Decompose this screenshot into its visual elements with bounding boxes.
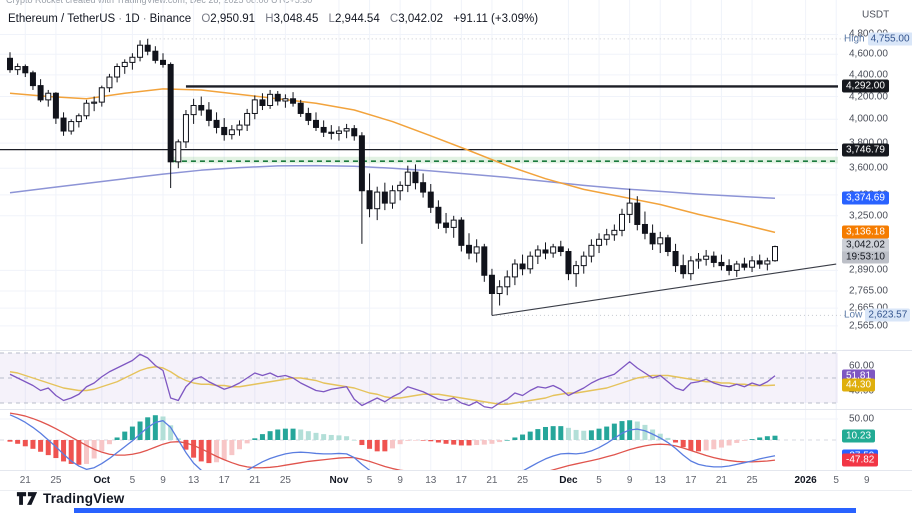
- time-tick: 9: [397, 475, 403, 486]
- tradingview-logo[interactable]: TradingView: [16, 491, 124, 506]
- price-tick: 4,600.00: [849, 48, 888, 60]
- time-tick: 25: [50, 475, 62, 486]
- panel-separator: [0, 409, 912, 410]
- close-value: 3,042.02: [398, 13, 443, 25]
- high-value: 3,048.45: [273, 13, 319, 25]
- tradingview-logo-icon: [16, 492, 38, 505]
- price-tick: 3,600.00: [849, 162, 888, 174]
- time-tick: 5: [129, 475, 136, 486]
- panel-separator: [0, 350, 912, 351]
- price-tick: 4,400.00: [849, 69, 888, 81]
- time-tick: 21: [486, 475, 498, 486]
- tradingview-logo-text: TradingView: [43, 491, 125, 506]
- time-tick: 9: [626, 475, 633, 486]
- price-tick: 2,890.00: [849, 264, 888, 276]
- low-value: 2,944.54: [334, 13, 380, 25]
- time-tick: Nov: [329, 475, 349, 486]
- time-tick: 5: [366, 475, 373, 486]
- time-tick: 25: [279, 475, 291, 486]
- macd-tick: 50.00: [849, 413, 875, 425]
- time-tick: 17: [455, 475, 467, 486]
- time-tick: 9: [160, 475, 166, 486]
- close-letter: C: [389, 13, 399, 25]
- time-tick: 21: [715, 475, 727, 486]
- low-letter: L: [328, 13, 335, 25]
- time-tick: 9: [864, 475, 870, 486]
- time-tick: 25: [516, 475, 529, 486]
- watermark-text: Crypto Rocket created with TradingView.c…: [6, 0, 313, 5]
- price-tick: 3,250.00: [849, 210, 888, 222]
- time-tick: 2026: [794, 475, 817, 486]
- last-price-label: 3,042.02 19:53:10: [842, 238, 889, 264]
- interval-label: 1D: [125, 13, 140, 25]
- symbol-legend: Ethereum / TetherUS · 1D · Binance O2,950.91…: [8, 13, 538, 25]
- high-letter: H: [265, 13, 274, 25]
- time-tick: 21: [249, 475, 261, 486]
- price-tick: 4,000.00: [849, 113, 888, 125]
- panel-separator: [0, 490, 912, 491]
- price-tick: 2,665.00: [849, 303, 888, 314]
- price-level-label: 3,136.18: [842, 225, 889, 239]
- price-level-label: 4,292.00: [842, 79, 889, 93]
- legend-separator: ·: [142, 13, 147, 25]
- open-value: 2,950.91: [210, 13, 256, 25]
- time-tick: 17: [218, 475, 230, 486]
- exchange-label: Binance: [149, 13, 192, 25]
- panel-separator: [0, 470, 912, 471]
- time-tick: 17: [685, 475, 697, 486]
- time-tick: Dec: [559, 475, 578, 486]
- price-tick: 2,765.00: [849, 285, 888, 297]
- time-tick: 13: [425, 475, 437, 486]
- symbol-title: Ethereum / TetherUS: [8, 13, 116, 25]
- price-tick: 4,200.00: [849, 91, 888, 103]
- indicator-axis-labels: 60.0040.0051.8144.3050.000.0010.23-37.59…: [840, 0, 912, 470]
- rsi-value-label: 44.30: [842, 378, 876, 392]
- time-tick: 13: [654, 475, 666, 486]
- price-tick: 3,800.00: [849, 138, 888, 149]
- price-axis-currency: USDT: [862, 9, 890, 21]
- price-level-label: 3,374.69: [842, 191, 889, 205]
- time-tick: 13: [188, 475, 200, 486]
- time-tick: 21: [19, 475, 31, 486]
- rsi-tick: 60.00: [849, 360, 875, 371]
- price-axis[interactable]: USDT4,800.004,600.004,400.004,200.004,00…: [840, 0, 912, 470]
- time-tick: 5: [596, 475, 602, 486]
- price-chart-canvas[interactable]: [0, 0, 912, 470]
- time-axis[interactable]: 21 25 Oct 5 9 13 17 21 25 Nov 5 9 13 17 21 25 Dec 5 9 13 17 2…: [0, 470, 912, 490]
- macd-value-label: -47.82: [842, 453, 879, 467]
- time-tick: Oct: [93, 475, 111, 486]
- bottom-accent-bar: [74, 508, 856, 513]
- time-tick: 5: [833, 475, 839, 486]
- low-marker: Low 2,623.57: [844, 308, 911, 322]
- price-level-label: 3,746.79: [842, 143, 889, 157]
- time-tick: 25: [746, 475, 758, 486]
- change-value: +91.11 (+3.09%): [453, 13, 539, 25]
- high-marker: High 4,755.00: [844, 32, 912, 46]
- open-letter: O: [201, 13, 211, 25]
- price-tick: 2,565.00: [849, 320, 888, 332]
- legend-separator: ·: [118, 13, 123, 25]
- macd-value-label: 10.23: [842, 429, 876, 443]
